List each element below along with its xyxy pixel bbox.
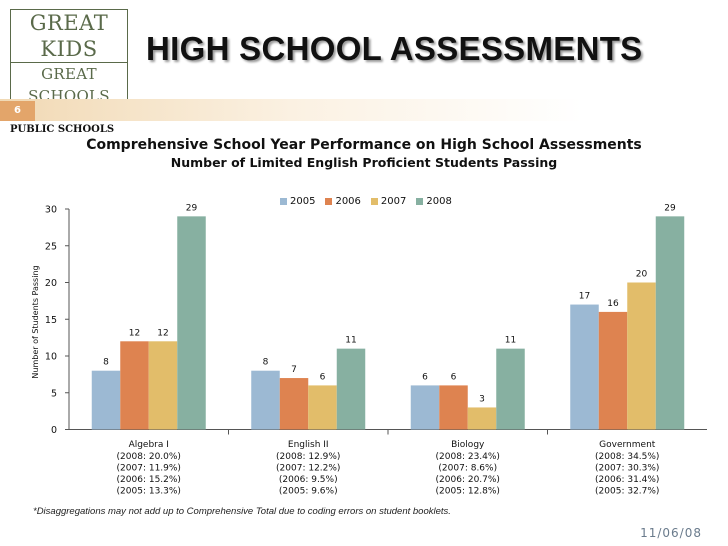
category-note: (2008: 20.0%)	[117, 452, 181, 462]
category-note: (2007: 12.2%)	[276, 464, 340, 474]
y-tick-label: 10	[45, 352, 57, 363]
category-note: (2005: 32.7%)	[595, 487, 659, 497]
bar-2006	[120, 341, 149, 430]
bar-2007	[627, 282, 656, 430]
data-label: 8	[103, 358, 109, 368]
data-label: 16	[607, 299, 619, 309]
bar-2007	[467, 407, 497, 430]
category-note: (2008: 34.5%)	[595, 452, 659, 462]
category-note: (2005: 13.3%)	[117, 487, 181, 497]
bar-2005	[251, 370, 280, 430]
y-axis-label: Number of Students Passing	[31, 265, 40, 378]
bar-2006	[279, 378, 309, 430]
category-note: (2007: 11.9%)	[117, 464, 181, 474]
legend-label: 2005	[290, 196, 316, 207]
y-tick-label: 0	[51, 425, 57, 436]
bar-2008	[655, 216, 685, 430]
legend-swatch	[280, 198, 287, 205]
bar-2005	[410, 385, 440, 430]
category-note: (2005: 12.8%)	[436, 487, 500, 497]
bar-2007	[308, 385, 337, 430]
legend-item-2006: 2006	[325, 196, 361, 207]
bar-2008	[336, 348, 366, 430]
legend-swatch	[370, 198, 378, 205]
data-label: 7	[291, 365, 297, 375]
data-label: 8	[263, 358, 269, 368]
category-note: (2006: 9.5%)	[279, 475, 338, 485]
data-label: 3	[479, 394, 485, 404]
y-tick-label: 5	[51, 388, 57, 399]
slide-number-band	[0, 99, 728, 121]
bar-2008	[177, 216, 206, 430]
data-label: 12	[157, 328, 168, 338]
data-label: 12	[129, 328, 140, 338]
y-tick-label: 20	[45, 278, 57, 289]
legend-swatch	[416, 198, 424, 205]
slide-date: 11/06/08	[640, 526, 702, 540]
data-label: 6	[422, 372, 428, 382]
legend-label: 2008	[426, 196, 452, 207]
district-name-line-2: PUBLIC SCHOOLS	[10, 124, 115, 135]
slide-number: 6	[0, 101, 35, 121]
category-note: (2006: 20.7%)	[436, 475, 500, 485]
category-note: (2008: 12.9%)	[276, 452, 340, 462]
chart-legend: 2005 2006 2007 2008	[280, 196, 452, 207]
legend-item-2008: 2008	[416, 196, 452, 207]
data-label: 6	[451, 372, 457, 382]
logo-mark: GREAT KIDS GREAT SCHOOLS	[10, 9, 128, 108]
data-label: 29	[186, 203, 198, 213]
x-tick-label: English II	[288, 440, 329, 450]
logo-line-1: GREAT KIDS	[11, 10, 127, 63]
footnote: *Disaggregations may not add up to Compr…	[33, 506, 451, 517]
data-label: 11	[505, 336, 516, 346]
category-note: (2008: 23.4%)	[436, 452, 500, 462]
chart-subtitle: Number of Limited English Proficient Stu…	[170, 155, 558, 170]
page-title: HIGH SCHOOL ASSESSMENTS	[146, 30, 643, 67]
x-tick-label: Algebra I	[129, 440, 169, 450]
data-label: 11	[345, 336, 356, 346]
x-tick-label: Government	[599, 440, 656, 450]
y-tick-label: 30	[45, 205, 57, 216]
bar-2008	[496, 348, 525, 430]
category-note: (2007: 30.3%)	[595, 464, 659, 474]
data-label: 17	[579, 292, 590, 302]
category-note: (2007: 8.6%)	[438, 464, 497, 474]
category-note: (2006: 15.2%)	[117, 475, 181, 485]
category-note: (2005: 9.6%)	[279, 487, 338, 497]
data-label: 6	[320, 372, 326, 382]
legend-label: 2006	[335, 196, 361, 207]
bar-2006	[598, 311, 628, 430]
data-label: 20	[636, 270, 648, 280]
legend-swatch	[325, 198, 333, 205]
y-tick-label: 25	[45, 241, 57, 252]
legend-item-2005: 2005	[280, 196, 315, 207]
chart-title: Comprehensive School Year Performance on…	[86, 137, 642, 153]
x-tick-label: Biology	[451, 440, 485, 450]
category-note: (2006: 31.4%)	[595, 475, 659, 485]
legend-item-2007: 2007	[370, 196, 407, 207]
bar-2007	[148, 341, 178, 430]
bar-2005	[91, 370, 121, 430]
legend-label: 2007	[380, 196, 407, 207]
data-label: 29	[664, 203, 676, 213]
bar-2006	[439, 385, 468, 430]
y-tick-label: 15	[45, 315, 57, 326]
bar-2005	[570, 304, 599, 430]
